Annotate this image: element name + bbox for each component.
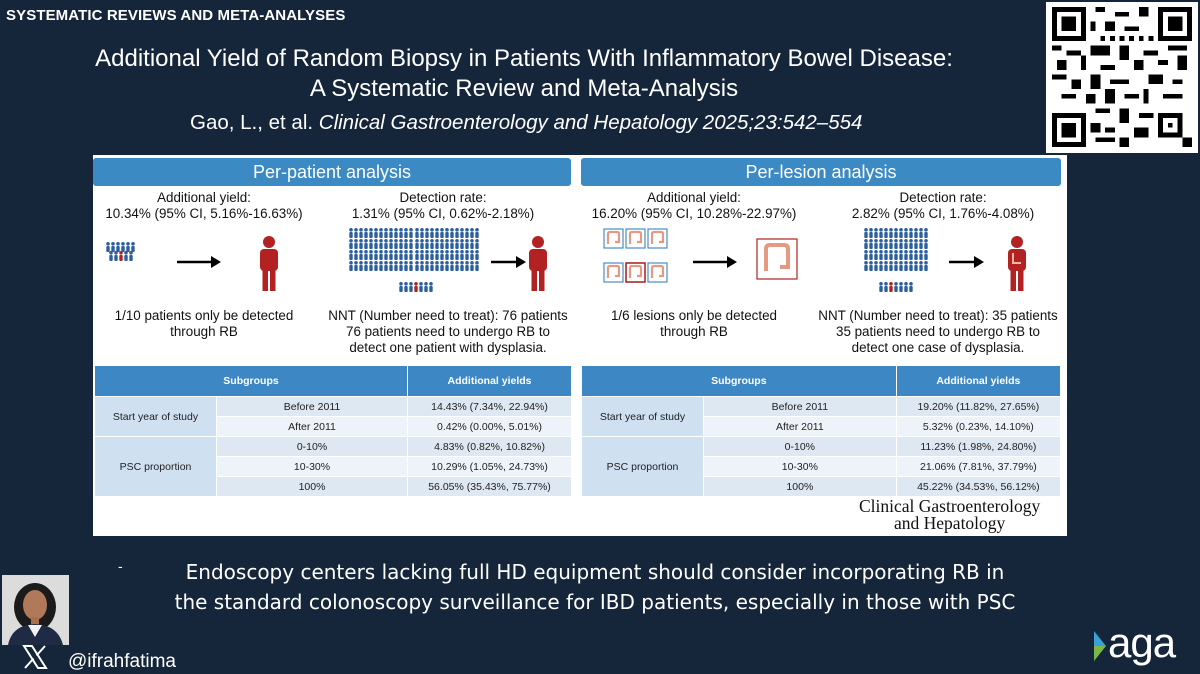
x-logo-icon[interactable] xyxy=(22,644,48,670)
arrow-right-icon xyxy=(491,256,526,268)
pp-detection-value: 1.31% (95% CI, 0.62%-2.18%) xyxy=(351,206,535,221)
subgroup-cell: After 2011 xyxy=(215,416,409,437)
subgroup-cell: 100% xyxy=(215,476,409,497)
bullet-marker: - xyxy=(118,558,123,574)
table-row: 10-30% 10.29% (1.05%, 24.73%) xyxy=(95,456,572,477)
paper-title-line1: Additional Yield of Random Biopsy in Pat… xyxy=(95,45,953,72)
subgroup-cell: After 2011 xyxy=(703,416,897,437)
graphical-abstract: Per-patient analysis Additional yield: 1… xyxy=(93,155,1067,536)
qr-code-icon[interactable] xyxy=(1046,2,1198,153)
table-row: PSC proportion 0-10% 11.23% (1.98%, 24.80%… xyxy=(581,436,1062,497)
yield-cell: 4.83% (0.82%, 10.82%) xyxy=(407,436,572,457)
pp-detection-label: Detection rate: xyxy=(399,190,487,205)
patient-red-icon xyxy=(1008,236,1026,291)
yield-cell: 0.42% (0.00%, 5.01%) xyxy=(407,416,572,437)
table-header-yields: Additional yields xyxy=(407,365,572,397)
pl-nnt-2: 35 patients need to undergo RB to xyxy=(836,324,1040,339)
arrow-right-icon xyxy=(177,256,221,268)
colon-grid-icon xyxy=(602,227,669,284)
arrow-right-icon xyxy=(693,256,737,268)
social-handle[interactable]: @ifrahfatima xyxy=(68,651,176,672)
takeaway-line2: the standard colonoscopy surveillance fo… xyxy=(174,590,1016,614)
pl-nnt-1: NNT (Number need to treat): 35 patients xyxy=(818,308,1058,323)
yield-cell: 19.20% (11.82%, 27.65%) xyxy=(895,396,1062,417)
colon-lesion-icon xyxy=(756,238,798,280)
yield-cell: 21.06% (7.81%, 37.79%) xyxy=(895,456,1062,477)
per-lesion-heading: Per-lesion analysis xyxy=(581,158,1061,186)
pl-caption-1: 1/6 lesions only be detected xyxy=(610,308,777,323)
authors: Gao, L., et al. xyxy=(190,111,319,134)
arrow-right-icon xyxy=(949,256,984,268)
pl-yield-label: Additional yield: xyxy=(647,190,741,205)
paper-title-line2: A Systematic Review and Meta-Analysis xyxy=(309,75,739,102)
per-lesion-illustration xyxy=(602,227,1026,292)
table-row: PSC proportion 0-10% 4.83% (0.82%, 10.82%) xyxy=(94,436,572,497)
pp-yield-label: Additional yield: xyxy=(157,190,251,205)
journal-reference: Clinical Gastroenterology and Hepatology… xyxy=(318,111,863,134)
pp-yield-value: 10.34% (95% CI, 5.16%-16.63%) xyxy=(105,206,303,221)
table-row: After 2011 0.42% (0.00%, 5.01%) xyxy=(95,416,572,437)
section-tag: SYSTEMATIC REVIEWS AND META-ANALYSES xyxy=(6,7,346,24)
aga-logo-mark-icon xyxy=(1094,631,1106,661)
per-patient-subgroup-table: Subgroups Additional yields Start year of… xyxy=(93,365,572,497)
takeaway-line1: Endoscopy centers lacking full HD equipm… xyxy=(185,560,1005,584)
patient-red-icon xyxy=(529,236,547,291)
patient-group-icon xyxy=(106,242,135,261)
journal-logo-line1: Clinical Gastroenterology xyxy=(859,496,1041,516)
subgroup-cell: 10-30% xyxy=(703,456,897,477)
subgroup-cell: 0-10% xyxy=(215,436,409,457)
pl-yield-value: 16.20% (95% CI, 10.28%-22.97%) xyxy=(591,206,797,221)
group-label: Start year of study xyxy=(94,396,217,437)
crowd-76-icon xyxy=(349,228,479,292)
subgroup-cell: Before 2011 xyxy=(215,396,409,417)
pl-detection-value: 2.82% (95% CI, 1.76%-4.08%) xyxy=(851,206,1035,221)
group-label: PSC proportion xyxy=(581,436,704,497)
table-row: 100% 56.05% (35.43%, 75.77%) xyxy=(95,476,572,497)
patient-red-icon xyxy=(260,236,278,291)
per-patient-illustration xyxy=(106,225,547,292)
table-row: Start year of study Before 2011 14.43% (7.… xyxy=(94,396,572,437)
avatar xyxy=(2,575,69,645)
pp-nnt-2: 76 patients need to undergo RB to xyxy=(346,324,550,339)
yield-cell: 10.29% (1.05%, 24.73%) xyxy=(407,456,572,477)
per-lesion-subgroup-table: Subgroups Additional yields Start year of… xyxy=(581,365,1062,497)
table-header-yields: Additional yields xyxy=(895,365,1062,397)
pp-nnt-1: NNT (Number need to treat): 76 patients xyxy=(328,308,568,323)
yield-cell: 14.43% (7.34%, 22.94%) xyxy=(407,396,572,417)
citation: Gao, L., et al. Clinical Gastroenterolog… xyxy=(190,111,862,135)
pl-nnt-3: detect one case of dysplasia. xyxy=(851,340,1025,355)
subgroup-cell: Before 2011 xyxy=(703,396,897,417)
pp-caption-2: through RB xyxy=(170,324,238,339)
subgroup-cell: 10-30% xyxy=(215,456,409,477)
pp-caption-1: 1/10 patients only be detected xyxy=(114,308,294,323)
yield-cell: 11.23% (1.98%, 24.80%) xyxy=(895,436,1062,457)
table-row: 10-30% 21.06% (7.81%, 37.79%) xyxy=(582,456,1062,477)
aga-logo: aga xyxy=(1108,619,1176,666)
table-header-subgroups: Subgroups xyxy=(581,365,897,397)
group-label: PSC proportion xyxy=(94,436,217,497)
journal-logo: Clinical Gastroenterology and Hepatology xyxy=(859,496,1041,533)
crowd-35-icon xyxy=(864,228,928,292)
subgroup-cell: 0-10% xyxy=(703,436,897,457)
yield-cell: 56.05% (35.43%, 75.77%) xyxy=(407,476,572,497)
subgroup-cell: 100% xyxy=(703,476,897,497)
table-header-subgroups: Subgroups xyxy=(93,365,409,397)
table-row: Start year of study Before 2011 19.20% (11… xyxy=(581,396,1062,437)
table-row: 100% 45.22% (34.53%, 56.12%) xyxy=(582,476,1062,497)
table-row: After 2011 5.32% (0.23%, 14.10%) xyxy=(582,416,1062,437)
pl-caption-2: through RB xyxy=(660,324,728,339)
yield-cell: 45.22% (34.53%, 56.12%) xyxy=(895,476,1062,497)
pl-detection-label: Detection rate: xyxy=(899,190,987,205)
journal-logo-line2: and Hepatology xyxy=(894,513,1006,533)
yield-cell: 5.32% (0.23%, 14.10%) xyxy=(895,416,1062,437)
per-patient-heading: Per-patient analysis xyxy=(93,158,571,186)
group-label: Start year of study xyxy=(581,396,704,437)
pp-nnt-3: detect one patient with dysplasia. xyxy=(349,340,547,355)
